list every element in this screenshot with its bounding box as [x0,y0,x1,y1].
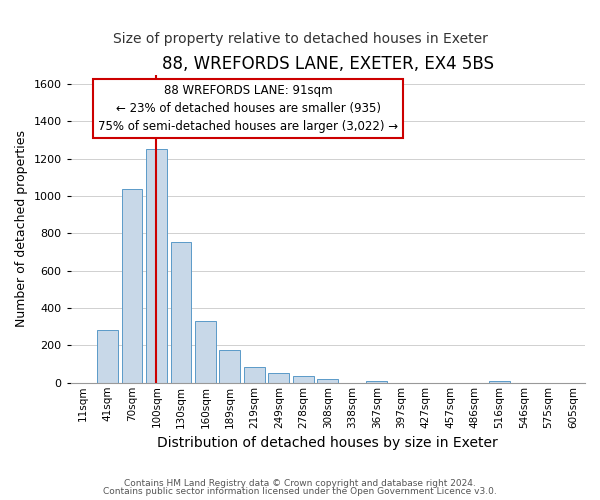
Bar [293,376,314,383]
Bar [195,321,216,383]
Title: 88, WREFORDS LANE, EXETER, EX4 5BS: 88, WREFORDS LANE, EXETER, EX4 5BS [162,55,494,73]
Bar [489,381,509,383]
Bar [122,190,142,383]
Text: Size of property relative to detached houses in Exeter: Size of property relative to detached ho… [113,32,487,46]
Bar [244,367,265,383]
Text: 88 WREFORDS LANE: 91sqm
← 23% of detached houses are smaller (935)
75% of semi-d: 88 WREFORDS LANE: 91sqm ← 23% of detache… [98,84,398,133]
Y-axis label: Number of detached properties: Number of detached properties [15,130,28,327]
Bar [170,242,191,383]
Bar [317,379,338,383]
Bar [146,150,167,383]
Text: Contains public sector information licensed under the Open Government Licence v3: Contains public sector information licen… [103,487,497,496]
Bar [268,374,289,383]
Bar [220,350,241,383]
X-axis label: Distribution of detached houses by size in Exeter: Distribution of detached houses by size … [157,436,498,450]
Text: Contains HM Land Registry data © Crown copyright and database right 2024.: Contains HM Land Registry data © Crown c… [124,478,476,488]
Bar [367,381,387,383]
Bar [97,330,118,383]
